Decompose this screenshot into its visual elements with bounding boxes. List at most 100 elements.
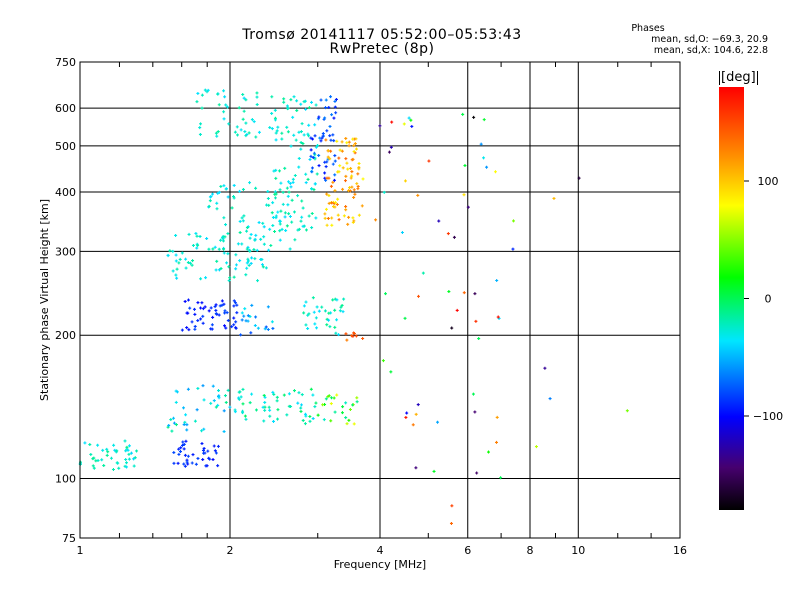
- data-point: [333, 325, 337, 329]
- data-point: [215, 259, 219, 263]
- data-point: [250, 256, 254, 260]
- data-point: [275, 395, 279, 399]
- data-point: [255, 91, 259, 95]
- data-point: [202, 446, 206, 450]
- data-point: [123, 439, 127, 443]
- data-point: [241, 411, 245, 415]
- data-point: [214, 303, 218, 307]
- data-point: [166, 425, 170, 429]
- data-point: [225, 261, 229, 265]
- data-point: [314, 216, 318, 220]
- data-point: [323, 116, 327, 120]
- data-point: [462, 291, 466, 295]
- data-point: [223, 311, 227, 315]
- data-point: [287, 190, 291, 194]
- data-point: [209, 401, 213, 405]
- data-point: [352, 331, 356, 335]
- data-point: [450, 504, 454, 508]
- data-point: [308, 158, 312, 162]
- data-point: [332, 178, 336, 182]
- data-point: [200, 442, 204, 446]
- data-point: [471, 392, 475, 396]
- data-point: [477, 337, 481, 341]
- data-point: [351, 216, 355, 220]
- data-point: [291, 177, 295, 181]
- data-point: [274, 131, 278, 135]
- data-point: [240, 318, 244, 322]
- data-point: [203, 305, 207, 309]
- data-point: [285, 413, 289, 417]
- data-point: [254, 135, 258, 139]
- data-point: [233, 130, 237, 134]
- data-point: [288, 181, 292, 185]
- data-point: [247, 131, 251, 135]
- data-point: [473, 410, 477, 414]
- data-point: [307, 106, 311, 110]
- data-point: [414, 412, 418, 416]
- data-point: [347, 215, 351, 219]
- data-point: [200, 429, 204, 433]
- data-point: [199, 306, 203, 310]
- data-point: [232, 183, 236, 187]
- axes: 1 2 4 6 8 10 16 750 600 500 400 300 200 100 75 Frequenc…: [38, 56, 687, 571]
- data-point: [111, 468, 115, 472]
- data-point: [487, 450, 491, 454]
- data-point: [215, 207, 219, 211]
- data-point: [310, 166, 314, 170]
- data-point: [253, 238, 257, 242]
- data-point: [129, 451, 133, 455]
- data-point: [286, 106, 290, 110]
- data-point: [127, 444, 131, 448]
- data-point: [327, 201, 331, 205]
- data-point: [279, 209, 283, 213]
- data-point: [186, 298, 190, 302]
- data-point: [211, 458, 215, 462]
- data-point: [311, 137, 315, 141]
- data-point: [207, 309, 211, 313]
- y-tick-label: 750: [55, 56, 76, 69]
- data-point: [226, 319, 230, 323]
- colorbar-tick-label: 100: [758, 175, 779, 188]
- data-point: [272, 419, 276, 423]
- data-point: [450, 326, 454, 330]
- data-point: [327, 105, 331, 109]
- data-point: [267, 248, 271, 252]
- data-point: [292, 133, 296, 137]
- data-point: [314, 103, 318, 107]
- data-point: [183, 464, 187, 468]
- data-point: [232, 195, 236, 199]
- data-point: [96, 459, 100, 463]
- data-point: [297, 227, 301, 231]
- data-point: [266, 305, 270, 309]
- data-point: [314, 316, 318, 320]
- data-point: [325, 160, 329, 164]
- data-point: [180, 251, 184, 255]
- data-point: [311, 296, 315, 300]
- data-point: [299, 147, 303, 151]
- data-point: [263, 327, 267, 331]
- data-point: [183, 453, 187, 457]
- data-point: [278, 229, 282, 233]
- data-point: [341, 405, 345, 409]
- y-tick-label: 300: [55, 245, 76, 258]
- data-point: [280, 131, 284, 135]
- data-point: [170, 429, 174, 433]
- grid-lines: [80, 62, 680, 538]
- data-point: [174, 253, 178, 257]
- data-point: [196, 386, 200, 390]
- data-point: [262, 393, 266, 397]
- data-point: [304, 107, 308, 111]
- data-point: [273, 196, 277, 200]
- data-point: [410, 124, 414, 128]
- data-point: [299, 403, 303, 407]
- data-point: [384, 292, 388, 296]
- data-point: [186, 387, 190, 391]
- data-point: [333, 410, 337, 414]
- data-point: [241, 117, 245, 121]
- data-point: [214, 131, 218, 135]
- data-point: [222, 251, 226, 255]
- data-point: [242, 314, 246, 318]
- data-point: [217, 103, 221, 107]
- data-point: [253, 324, 257, 328]
- data-point: [315, 326, 319, 330]
